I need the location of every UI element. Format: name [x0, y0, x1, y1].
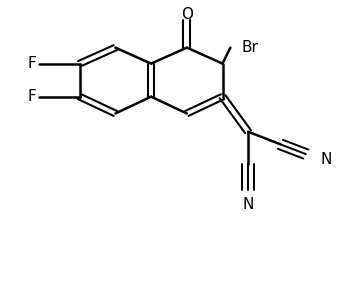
- Text: N: N: [321, 152, 332, 167]
- Text: O: O: [181, 7, 193, 22]
- Text: F: F: [28, 56, 36, 71]
- Text: N: N: [243, 197, 254, 212]
- Text: F: F: [28, 89, 36, 104]
- Text: Br: Br: [242, 40, 259, 55]
